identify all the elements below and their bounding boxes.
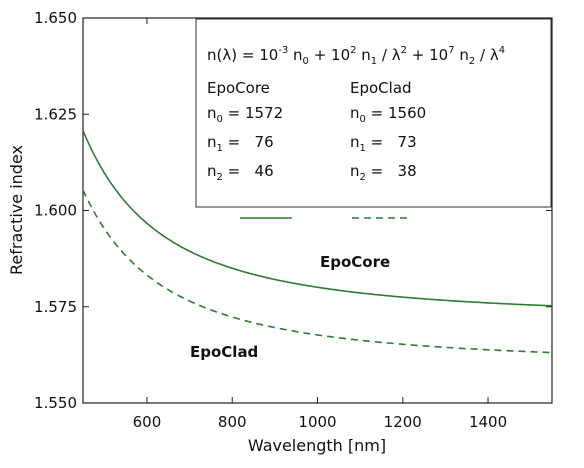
y-tick-label: 1.575 [34,298,77,316]
legend-formula: n(λ) = 10-3 n0 + 102 n1 / λ2 + 107 n2 / … [207,45,505,67]
legend-header-core: EpoCore [207,79,270,97]
legend: n(λ) = 10-3 n0 + 102 n1 / λ2 + 107 n2 / … [195,18,552,219]
legend-header-clad: EpoClad [350,79,412,97]
legend-row-n2-clad: n2 = 38 [350,162,417,183]
legend-row-n0-clad: n0 = 1560 [350,104,426,125]
annotation-epocore: EpoCore [320,253,390,271]
y-axis-title: Refractive index [7,145,26,275]
legend-row-n0-core: n0 = 1572 [207,104,283,125]
x-tick-label: 600 [133,413,162,431]
axis-ticks: 600 800 1000 1200 1400 1.550 1.575 1.600 1.625 1.… [34,9,552,431]
y-tick-label: 1.600 [34,202,77,220]
legend-row-n1-core: n1 = 76 [207,133,274,154]
series-line-epoclad [82,189,553,354]
legend-row-n2-core: n2 = 46 [207,162,274,183]
legend-box [195,18,552,208]
x-tick-label: 1400 [469,413,507,431]
series-group [82,130,553,354]
y-tick-label: 1.625 [34,105,77,123]
legend-row-n1-clad: n1 = 73 [350,133,417,154]
x-axis-title: Wavelength [nm] [248,436,386,455]
x-tick-label: 800 [218,413,247,431]
series-line-epocore [82,130,553,307]
x-tick-label: 1000 [298,413,336,431]
annotation-epoclad: EpoClad [190,343,258,361]
y-tick-label: 1.650 [34,9,77,27]
y-tick-label: 1.550 [34,394,77,412]
x-tick-label: 1200 [384,413,422,431]
